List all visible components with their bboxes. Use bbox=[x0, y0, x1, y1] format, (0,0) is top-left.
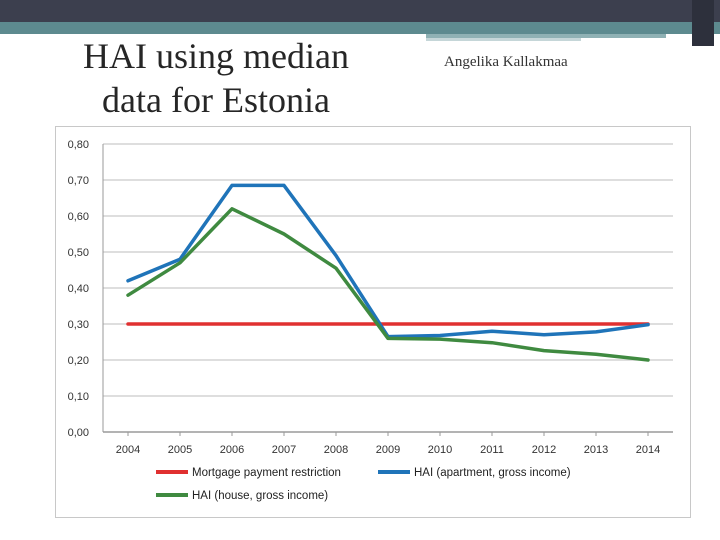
x-tick-label: 2014 bbox=[636, 444, 660, 456]
x-tick-label: 2011 bbox=[480, 444, 504, 456]
header-corner-block bbox=[692, 0, 714, 46]
legend-layer: Mortgage payment restriction HAI (apartme… bbox=[156, 467, 571, 502]
x-tick-label: 2010 bbox=[428, 444, 452, 456]
y-tick-label: 0,20 bbox=[68, 355, 89, 367]
x-tick-label: 2004 bbox=[116, 444, 140, 456]
y-tick-label: 0,50 bbox=[68, 247, 89, 259]
header-band-teal bbox=[0, 22, 720, 34]
y-tick-label: 0,80 bbox=[68, 139, 89, 151]
x-tick-label: 2005 bbox=[168, 444, 192, 456]
grid-layer bbox=[103, 143, 673, 433]
x-tick-label: 2013 bbox=[584, 444, 608, 456]
legend-label-2: HAI (apartment, gross income) bbox=[414, 467, 571, 479]
slide-title: HAI using median data for Estonia bbox=[36, 34, 396, 122]
axis-layer: 0,00 0,10 0,20 0,30 0,40 0,50 0,60 0,70 0,80 2004… bbox=[68, 139, 661, 456]
x-tick-label: 2012 bbox=[532, 444, 556, 456]
legend-label-3: HAI (house, gross income) bbox=[192, 490, 328, 502]
header-band-dark bbox=[0, 0, 720, 22]
series-line-2 bbox=[126, 183, 650, 339]
line-chart: 0,00 0,10 0,20 0,30 0,40 0,50 0,60 0,70 0,80 2004… bbox=[68, 139, 673, 502]
chart-frame: 0,00 0,10 0,20 0,30 0,40 0,50 0,60 0,70 0,80 2004… bbox=[55, 126, 691, 518]
header-accent-strip-light bbox=[426, 38, 581, 41]
x-tick-label: 2008 bbox=[324, 444, 348, 456]
y-tick-label: 0,10 bbox=[68, 391, 89, 403]
series-layer bbox=[126, 183, 650, 362]
x-tick-label: 2009 bbox=[376, 444, 400, 456]
y-tick-label: 0,00 bbox=[68, 427, 89, 439]
y-tick-label: 0,40 bbox=[68, 283, 89, 295]
y-tick-label: 0,70 bbox=[68, 175, 89, 187]
x-tick-label: 2006 bbox=[220, 444, 244, 456]
x-tick-label: 2007 bbox=[272, 444, 296, 456]
slide-title-line1: HAI using median bbox=[83, 36, 349, 76]
slide-title-line2: data for Estonia bbox=[102, 80, 330, 120]
series-line-3 bbox=[126, 207, 650, 362]
y-tick-label: 0,30 bbox=[68, 319, 89, 331]
header-accent-strip bbox=[426, 34, 666, 38]
legend-label-1: Mortgage payment restriction bbox=[192, 467, 341, 479]
author-name: Angelika Kallakmaa bbox=[444, 54, 568, 70]
y-tick-label: 0,60 bbox=[68, 211, 89, 223]
